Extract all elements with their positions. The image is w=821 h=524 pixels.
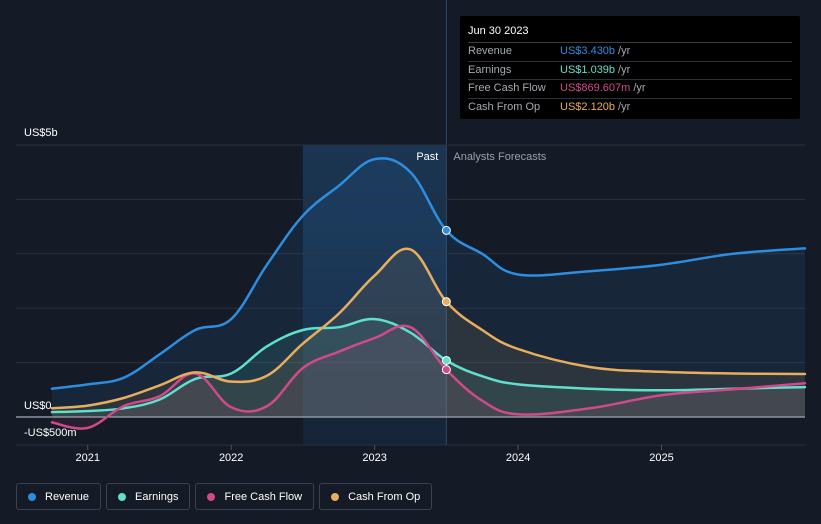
tooltip-label: Revenue	[468, 45, 513, 57]
tooltip-value: US$1.039b	[560, 63, 616, 76]
tooltip-date: Jun 30 2023	[468, 24, 792, 43]
legend: Revenue Earnings Free Cash Flow Cash Fro…	[16, 483, 433, 510]
free-cash-flow-marker	[441, 365, 451, 375]
legend-label: Earnings	[135, 490, 179, 503]
x-tick-label: 2022	[219, 452, 243, 464]
free-cash-flow-area	[51, 325, 805, 429]
tooltip-row-earnings: Earnings US$1.039b /yr	[468, 62, 792, 80]
cash-from-op-area	[51, 248, 805, 417]
legend-item-revenue[interactable]: Revenue	[16, 483, 102, 510]
free-cash-flow-line	[50, 324, 807, 430]
tooltip-unit: /yr	[618, 100, 631, 113]
tooltip-row-free-cash-flow: Free Cash Flow US$869.607m /yr	[468, 80, 792, 99]
legend-label: Revenue	[45, 490, 90, 503]
y-axis-label-zero: US$0	[24, 400, 52, 412]
tooltip-unit: /yr	[618, 45, 631, 57]
x-tick-label: 2021	[75, 452, 99, 464]
tooltip-value: US$3.430b	[560, 45, 616, 57]
legend-label: Cash From Op	[348, 490, 421, 503]
x-tick-label: 2025	[649, 452, 673, 464]
forecast-label: Analysts Forecasts	[453, 151, 546, 163]
y-axis-label-bottom: -US$500m	[24, 427, 77, 439]
cash-from-op-marker	[441, 297, 451, 307]
revenue-marker	[441, 225, 451, 235]
tooltip-label: Earnings	[468, 63, 512, 76]
tooltip-row-cash-from-op: Cash From Op US$2.120b /yr	[468, 99, 792, 117]
y-axis-label-top: US$5b	[24, 127, 58, 139]
past-label: Past	[416, 151, 438, 163]
tooltip-label: Cash From Op	[468, 100, 541, 113]
earnings-area	[51, 319, 805, 417]
revenue-area	[51, 158, 805, 417]
legend-item-free-cash-flow[interactable]: Free Cash Flow	[195, 483, 315, 510]
tooltip-unit: /yr	[618, 63, 631, 76]
tooltip-label: Free Cash Flow	[468, 82, 546, 94]
earnings-line	[50, 317, 807, 414]
legend-item-earnings[interactable]: Earnings	[106, 483, 191, 510]
x-tick-label: 2024	[506, 452, 530, 464]
earnings-marker	[441, 355, 451, 365]
legend-label: Free Cash Flow	[224, 490, 303, 503]
revenue-line	[50, 157, 807, 390]
legend-dot-icon	[331, 492, 340, 501]
tooltip-value: US$2.120b	[560, 100, 616, 113]
tooltip-row-revenue: Revenue US$3.430b /yr	[468, 43, 792, 62]
legend-dot-icon	[28, 492, 36, 501]
legend-item-cash-from-op[interactable]: Cash From Op	[319, 483, 433, 510]
tooltip-value: US$869.607m	[560, 82, 631, 94]
cash-from-op-line	[50, 247, 807, 410]
legend-dot-icon	[118, 492, 127, 501]
tooltip-unit: /yr	[633, 82, 646, 94]
x-tick-label: 2023	[362, 452, 386, 464]
legend-dot-icon	[207, 492, 216, 501]
tooltip: Jun 30 2023 Revenue US$3.430b /yr Earnin…	[460, 16, 800, 119]
